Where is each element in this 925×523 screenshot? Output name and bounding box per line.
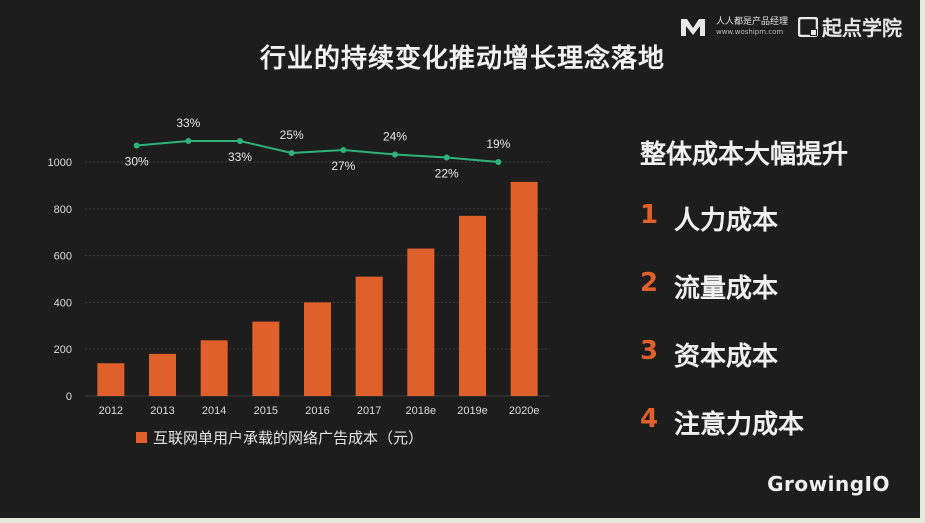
x-tick-label: 2018e — [406, 405, 437, 417]
woshipm-url: www.woshipm.com — [715, 27, 784, 36]
brand-logos: 人人都是产品经理 www.woshipm.com 起点学院 — [680, 12, 902, 41]
share-line — [136, 140, 499, 163]
qidian-logo: 起点学院 — [798, 12, 902, 41]
share-label: 30% — [125, 155, 149, 169]
y-axis-ticks: 0 200 400 600 800 1000 — [48, 157, 72, 403]
qidian-q-icon — [798, 16, 818, 37]
bar — [97, 363, 125, 396]
bar — [149, 353, 176, 396]
x-tick-label: 2015 — [254, 405, 278, 417]
x-tick-label: 2020e — [509, 405, 540, 417]
list-item: 4 注意力成本 — [640, 404, 804, 472]
bar-layer — [97, 181, 538, 396]
x-tick-label: 2016 — [305, 405, 329, 417]
bar — [200, 340, 228, 396]
list-label: 人力成本 — [674, 206, 779, 236]
x-tick-label: 2012 — [99, 405, 123, 417]
share-point — [392, 151, 398, 158]
y-tick-label: 400 — [54, 297, 72, 309]
list-label: 注意力成本 — [674, 410, 805, 440]
share-point — [133, 142, 140, 149]
legend-label: 互联网单用户承载的网络广告成本（元） — [153, 429, 424, 447]
x-tick-label: 2013 — [150, 405, 174, 417]
share-label: 25% — [280, 128, 304, 142]
bar — [459, 215, 486, 396]
list-number: 4 — [640, 404, 659, 434]
cost-list: 1 人力成本 2 流量成本 3 资本成本 4 注意力成本 — [640, 200, 804, 472]
growingio-logo: GrowingIO — [767, 472, 890, 496]
slide-title: 行业的持续变化推动增长理念落地 — [259, 44, 665, 74]
share-label: 24% — [383, 130, 407, 144]
woshipm-m-icon — [680, 18, 705, 36]
bar — [252, 321, 280, 396]
cost-heading: 整体成本大幅提升 — [640, 140, 849, 170]
x-tick-label: 2017 — [357, 405, 381, 417]
y-tick-label: 600 — [54, 251, 72, 263]
share-line-layer: 30% 33% 33% 25% 27% 24% 22% 19% — [125, 116, 511, 181]
share-label: 19% — [486, 137, 510, 151]
x-axis-labels: 2012 2013 2014 2015 2016 2017 2018e 2019e 2020e — [99, 405, 540, 417]
y-tick-label: 0 — [66, 391, 72, 403]
list-label: 资本成本 — [674, 342, 779, 372]
list-number: 3 — [640, 336, 659, 366]
x-tick-label: 2014 — [202, 405, 226, 417]
share-point — [237, 138, 243, 144]
list-number: 1 — [640, 200, 659, 230]
share-label: 33% — [176, 116, 200, 130]
bar — [407, 248, 435, 396]
share-label: 27% — [331, 159, 355, 173]
chart-legend: 互联网单用户承载的网络广告成本（元） — [136, 427, 423, 448]
bar — [355, 276, 383, 396]
share-label: 22% — [435, 167, 459, 181]
woshipm-text: 人人都是产品经理 www.woshipm.com — [716, 17, 788, 37]
x-tick-label: 2019e — [457, 405, 488, 417]
y-tick-label: 200 — [54, 344, 72, 356]
list-number: 2 — [640, 268, 659, 298]
share-point — [495, 159, 502, 165]
legend-swatch — [136, 432, 147, 443]
bar — [510, 181, 538, 396]
list-item: 3 资本成本 — [640, 336, 804, 404]
list-item: 2 流量成本 — [640, 268, 804, 336]
share-label: 33% — [228, 150, 252, 164]
share-point — [443, 154, 450, 161]
share-point — [340, 147, 347, 153]
list-item: 1 人力成本 — [640, 200, 804, 268]
list-label: 流量成本 — [674, 274, 779, 304]
share-point — [185, 138, 192, 144]
woshipm-name: 人人都是产品经理 — [715, 16, 788, 27]
share-point — [288, 150, 295, 156]
qidian-name: 起点学院 — [822, 16, 902, 40]
bar — [304, 302, 331, 396]
y-tick-label: 1000 — [48, 157, 72, 169]
y-tick-label: 800 — [54, 204, 72, 216]
